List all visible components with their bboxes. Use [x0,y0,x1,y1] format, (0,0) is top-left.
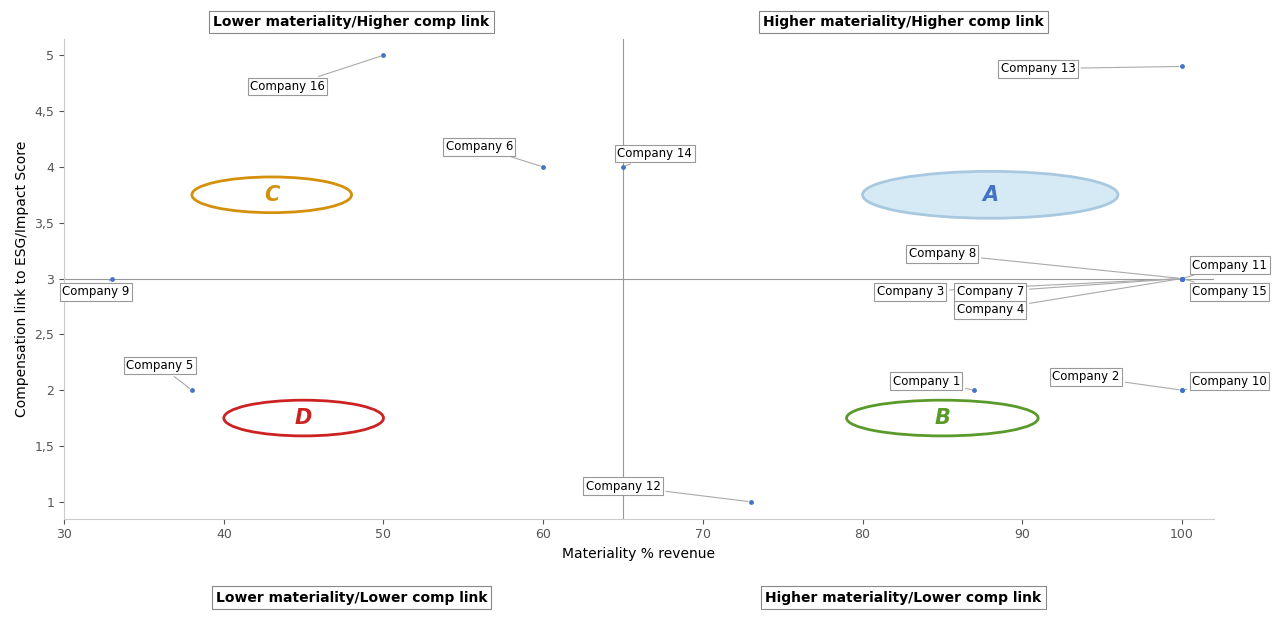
Point [1171,274,1192,284]
Text: B: B [934,408,950,428]
Text: Lower materiality/Higher comp link: Lower materiality/Higher comp link [214,15,490,29]
Point [1171,274,1192,284]
X-axis label: Materiality % revenue: Materiality % revenue [562,547,716,561]
Text: Company 12: Company 12 [585,480,748,501]
Ellipse shape [863,171,1117,219]
Text: Company 14: Company 14 [617,147,692,166]
Text: Company 1: Company 1 [892,374,972,389]
Text: Company 10: Company 10 [1184,374,1267,389]
Text: Company 15: Company 15 [1184,279,1267,298]
Text: D: D [294,408,312,428]
Point [1171,274,1192,284]
Point [532,162,553,172]
Point [102,274,123,284]
Text: Company 2: Company 2 [1052,370,1179,390]
Text: Company 6: Company 6 [445,141,540,166]
Text: Lower materiality/Lower comp link: Lower materiality/Lower comp link [216,591,488,605]
Point [1171,385,1192,395]
Point [741,497,762,507]
Point [1171,274,1192,284]
Point [1171,385,1192,395]
Text: Company 3: Company 3 [877,279,1179,298]
Text: A: A [982,185,998,205]
Point [1171,274,1192,284]
Text: Company 11: Company 11 [1184,259,1267,278]
Text: Company 9: Company 9 [63,280,129,298]
Point [964,385,984,395]
Text: Higher materiality/Lower comp link: Higher materiality/Lower comp link [765,591,1042,605]
Point [374,50,394,60]
Point [1171,274,1192,284]
Text: Company 4: Company 4 [956,279,1179,316]
Text: Higher materiality/Higher comp link: Higher materiality/Higher comp link [763,15,1043,29]
Point [182,385,202,395]
Text: C: C [264,185,279,205]
Y-axis label: Compensation link to ESG/Impact Score: Compensation link to ESG/Impact Score [15,141,29,417]
Text: Company 5: Company 5 [127,359,193,389]
Text: Company 8: Company 8 [909,248,1179,278]
Point [1171,61,1192,71]
Text: Company 16: Company 16 [251,56,381,93]
Text: Company 13: Company 13 [1001,62,1179,75]
Text: Company 7: Company 7 [956,279,1179,298]
Point [613,162,634,172]
